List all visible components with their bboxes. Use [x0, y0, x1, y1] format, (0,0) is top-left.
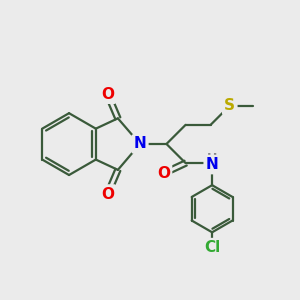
Text: N: N — [134, 136, 146, 152]
Text: H: H — [207, 152, 217, 165]
Text: N: N — [206, 157, 218, 172]
Text: O: O — [101, 187, 114, 202]
Text: S: S — [224, 98, 235, 113]
Text: O: O — [157, 166, 170, 181]
Text: Cl: Cl — [204, 240, 220, 255]
Text: O: O — [101, 87, 114, 102]
